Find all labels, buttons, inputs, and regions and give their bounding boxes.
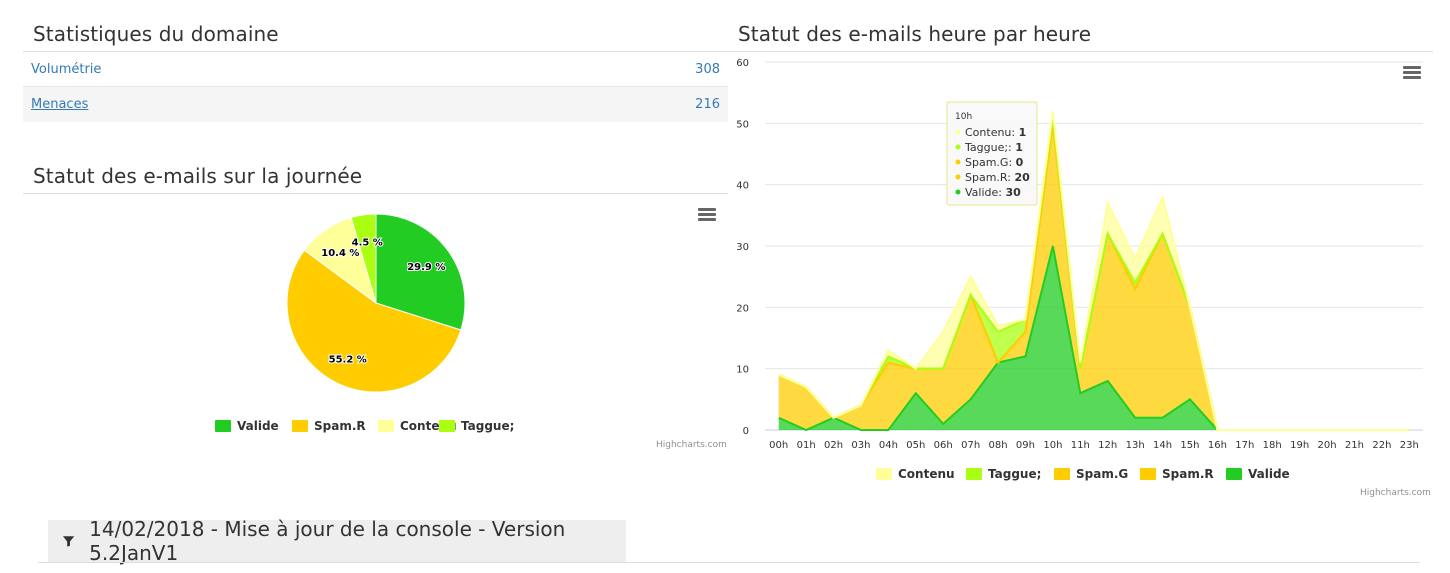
x-tick-label: 18h	[1263, 440, 1282, 451]
pie-chart: 29.9 % 55.2 % 10.4 %4.5 %	[286, 213, 466, 393]
tooltip-row-valide: Valide: 30	[965, 186, 1021, 199]
area-line-contenu	[778, 110, 1410, 431]
x-tick-label: 15h	[1180, 440, 1199, 451]
legend-swatch	[439, 420, 455, 432]
x-tick-label: 20h	[1318, 440, 1337, 451]
menaces-value: 216	[695, 97, 720, 112]
tooltip-bullet	[955, 144, 961, 150]
tooltip-row-spam-g: Spam.G: 0	[965, 156, 1024, 169]
legend-label: Spam.G	[1076, 467, 1129, 481]
stat-row-menaces: Menaces 216	[23, 87, 728, 122]
pie-slice-valide[interactable]	[375, 213, 466, 331]
volumetrie-value: 308	[695, 61, 720, 77]
legend-swatch	[1054, 468, 1070, 480]
area-chart: 0 10 20 30 40 50 60 00h 01h 02h 03h 04h 05h 06h 07h 08h…	[736, 58, 1423, 451]
x-tick-label: 09h	[1016, 440, 1035, 451]
volumetrie-link[interactable]: Volumétrie	[31, 61, 102, 77]
area-valide[interactable]	[778, 246, 1410, 430]
area-chart-title: Statut des e-mails heure par heure	[728, 22, 1433, 52]
x-tick-label: 06h	[934, 440, 953, 451]
news-text: 14/02/2018 - Mise à jour de la console -…	[89, 517, 566, 565]
pie-chart-title: Statut des e-mails sur la journée	[23, 164, 728, 194]
x-tick-label: 08h	[989, 440, 1008, 451]
y-tick-label: 10	[736, 365, 749, 376]
pie-label-contenu: 10.4 %	[321, 248, 359, 259]
menaces-link[interactable]: Menaces	[31, 97, 89, 112]
legend-label: Spam.R	[314, 419, 366, 433]
x-tick-label: 03h	[851, 440, 870, 451]
tooltip-header: 10h	[955, 112, 972, 122]
pie-label-valide: 29.9 %	[407, 262, 445, 273]
legend-label: Spam.R	[1162, 467, 1214, 481]
tooltip-bullet	[955, 159, 961, 165]
pie-credits[interactable]: Highcharts.com	[656, 440, 727, 450]
area-legend-contenu[interactable]: Contenu	[876, 467, 955, 481]
x-tick-label: 04h	[879, 440, 898, 451]
y-tick-label: 40	[736, 181, 749, 192]
tooltip-bullet	[955, 129, 961, 135]
legend-swatch	[1140, 468, 1156, 480]
pie-slice-spam-r[interactable]	[286, 249, 462, 393]
tooltip-bullet	[955, 174, 961, 180]
x-tick-label: 07h	[961, 440, 980, 451]
legend-swatch	[292, 420, 308, 432]
legend-swatch	[1226, 468, 1242, 480]
x-tick-label: 14h	[1153, 440, 1172, 451]
x-tick-label: 17h	[1235, 440, 1254, 451]
tooltip-row-spam-r: Spam.R: 20	[965, 171, 1030, 184]
legend-label: Valide	[1248, 467, 1290, 481]
tooltip-bullet	[955, 189, 961, 195]
legend-label: Taggue;	[461, 419, 515, 433]
funnel-icon	[62, 536, 75, 547]
area-menu-icon[interactable]	[1403, 66, 1421, 80]
pie-menu-icon[interactable]	[698, 208, 716, 222]
news-divider	[38, 562, 1420, 563]
pie-legend-spam-r[interactable]: Spam.R	[292, 419, 366, 433]
y-tick-label: 50	[736, 119, 749, 130]
legend-label: Valide	[237, 419, 279, 433]
legend-swatch	[378, 420, 394, 432]
domain-stats-title: Statistiques du domaine	[23, 22, 728, 52]
area-legend-taggue[interactable]: Taggue;	[966, 467, 1041, 481]
legend-label: Contenu	[898, 467, 955, 481]
x-tick-label: 13h	[1126, 440, 1145, 451]
area-credits[interactable]: Highcharts.com	[1360, 488, 1431, 498]
tooltip-row-taggue: Taggue;: 1	[964, 141, 1023, 154]
x-tick-label: 05h	[906, 440, 925, 451]
area-legend-spam-r[interactable]: Spam.R	[1140, 467, 1214, 481]
legend-swatch	[215, 420, 231, 432]
y-tick-label: 0	[743, 426, 749, 437]
y-tick-label: 60	[736, 58, 749, 69]
x-tick-label: 16h	[1208, 440, 1227, 451]
chart-tooltip	[946, 101, 1038, 206]
x-tick-label: 01h	[797, 440, 816, 451]
x-tick-label: 11h	[1071, 440, 1090, 451]
pie-legend-taggue[interactable]: Taggue;	[439, 419, 514, 433]
x-tick-label: 10h	[1043, 440, 1062, 451]
x-tick-label: 02h	[824, 440, 843, 451]
legend-swatch	[966, 468, 982, 480]
y-tick-label: 30	[736, 242, 749, 253]
legend-swatch	[876, 468, 892, 480]
area-spam-r[interactable]	[778, 123, 1410, 430]
area-legend-valide[interactable]: Valide	[1226, 467, 1290, 481]
pie-label-taggue: 4.5 %	[352, 237, 383, 248]
tooltip-row-contenu: Contenu: 1	[965, 126, 1026, 139]
area-contenu[interactable]	[778, 111, 1410, 431]
y-tick-label: 20	[736, 303, 749, 314]
pie-legend-valide[interactable]: Valide	[215, 419, 279, 433]
stat-row-volumetrie: Volumétrie 308	[23, 52, 728, 87]
x-tick-label: 19h	[1290, 440, 1309, 451]
x-tick-label: 00h	[769, 440, 788, 451]
pie-slice-taggue[interactable]	[350, 213, 377, 304]
area-legend-spam-g[interactable]: Spam.G	[1054, 467, 1128, 481]
pie-label-spam-r: 55.2 %	[329, 355, 367, 366]
legend-label: Taggue;	[988, 467, 1042, 481]
news-bar[interactable]: 14/02/2018 - Mise à jour de la console -…	[48, 517, 626, 565]
x-tick-label: 12h	[1098, 440, 1117, 451]
x-tick-label: 22h	[1372, 440, 1391, 451]
x-tick-label: 21h	[1345, 440, 1364, 451]
x-tick-label: 23h	[1400, 440, 1419, 451]
